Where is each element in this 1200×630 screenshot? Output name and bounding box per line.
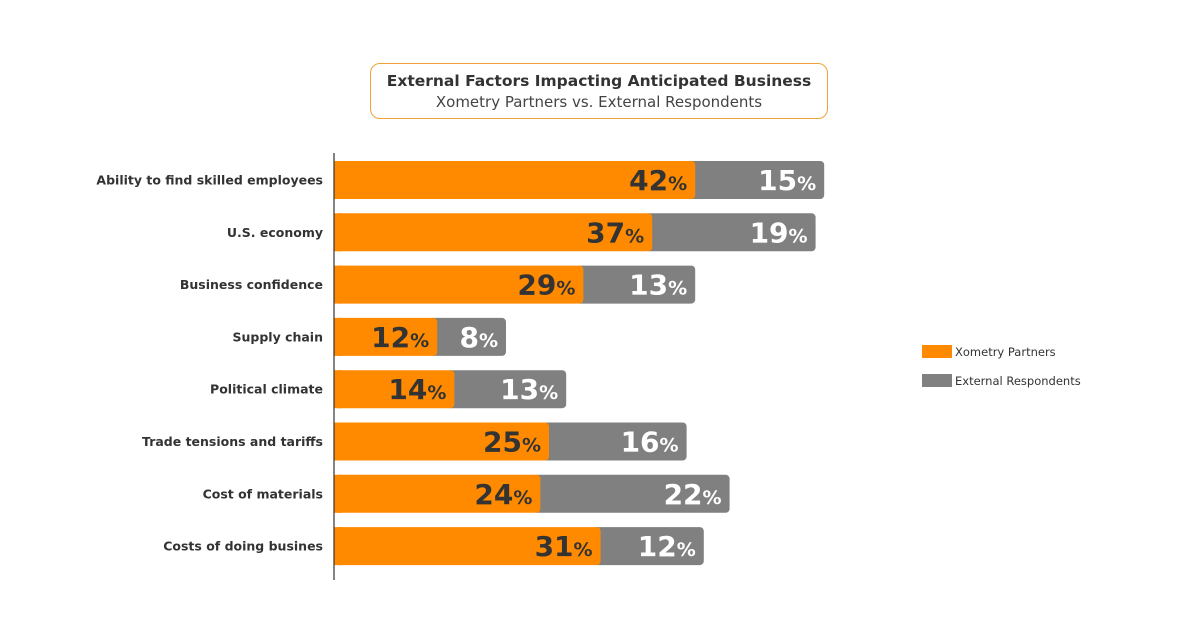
value-label-external-respondents-suffix: % bbox=[479, 330, 498, 352]
bar-xometry-partners bbox=[334, 474, 541, 513]
bar-external-respondents bbox=[532, 474, 730, 513]
bar-xometry-partners-base bbox=[334, 422, 342, 461]
value-label-external-respondents-number: 12 bbox=[638, 530, 677, 563]
bar-xometry-partners bbox=[334, 317, 438, 356]
value-label-external-respondents-suffix: % bbox=[797, 173, 816, 195]
bar-xometry-partners-base bbox=[334, 213, 342, 252]
value-label-xometry-partners-number: 25 bbox=[483, 426, 522, 459]
value-label-xometry-partners-suffix: % bbox=[556, 278, 575, 300]
value-label-xometry-partners: 25% bbox=[483, 426, 541, 459]
category-label: U.S. economy bbox=[227, 225, 323, 240]
value-label-external-respondents: 13% bbox=[629, 269, 687, 302]
bar-xometry-partners-base bbox=[334, 474, 342, 513]
category-label: Ability to find skilled employees bbox=[96, 173, 323, 188]
value-label-xometry-partners-number: 42 bbox=[629, 164, 668, 197]
bar-xometry-partners bbox=[334, 265, 584, 304]
value-label-xometry-partners: 37% bbox=[586, 216, 644, 249]
category-label: Supply chain bbox=[232, 329, 323, 344]
value-label-external-respondents-number: 22 bbox=[664, 478, 703, 511]
value-label-xometry-partners-suffix: % bbox=[625, 225, 644, 247]
value-label-external-respondents-suffix: % bbox=[668, 278, 687, 300]
bar-xometry-partners bbox=[334, 527, 601, 566]
value-label-xometry-partners-suffix: % bbox=[513, 487, 532, 509]
value-label-xometry-partners-suffix: % bbox=[668, 173, 687, 195]
chart-subtitle: Xometry Partners vs. External Respondent… bbox=[435, 93, 763, 111]
category-label: Cost of materials bbox=[203, 486, 323, 501]
value-label-external-respondents-number: 16 bbox=[621, 426, 660, 459]
category-label: Political climate bbox=[210, 382, 323, 397]
value-label-xometry-partners-number: 24 bbox=[474, 478, 513, 511]
value-label-external-respondents-suffix: % bbox=[539, 382, 558, 404]
value-label-external-respondents: 15% bbox=[758, 164, 816, 197]
value-label-xometry-partners: 14% bbox=[388, 373, 446, 406]
bar-external-respondents bbox=[446, 370, 567, 409]
value-label-external-respondents-number: 13 bbox=[500, 373, 539, 406]
value-label-external-respondents-number: 8 bbox=[459, 321, 478, 354]
value-label-external-respondents: 19% bbox=[750, 216, 808, 249]
bar-xometry-partners-base bbox=[334, 265, 342, 304]
bar-xometry-partners bbox=[334, 370, 455, 409]
value-label-xometry-partners-number: 29 bbox=[517, 269, 556, 302]
value-label-external-respondents-number: 19 bbox=[750, 216, 789, 249]
value-label-xometry-partners-suffix: % bbox=[574, 539, 593, 561]
bar-external-respondents bbox=[644, 213, 816, 252]
bar-xometry-partners bbox=[334, 161, 696, 199]
bar-xometry-partners-base bbox=[334, 317, 342, 356]
bar-external-respondents bbox=[687, 161, 825, 199]
legend-label: Xometry Partners bbox=[955, 345, 1056, 359]
value-label-xometry-partners-suffix: % bbox=[410, 330, 429, 352]
value-label-external-respondents: 12% bbox=[638, 530, 696, 563]
value-label-xometry-partners-suffix: % bbox=[522, 435, 541, 457]
category-label: Costs of doing busines bbox=[163, 539, 323, 554]
value-label-external-respondents: 22% bbox=[664, 478, 722, 511]
value-label-xometry-partners: 12% bbox=[371, 321, 429, 354]
value-label-xometry-partners-suffix: % bbox=[427, 382, 446, 404]
bar-xometry-partners-base bbox=[334, 161, 342, 199]
value-label-external-respondents-suffix: % bbox=[789, 225, 808, 247]
value-label-external-respondents: 16% bbox=[621, 426, 679, 459]
value-label-xometry-partners: 42% bbox=[629, 164, 687, 197]
bar-xometry-partners-base bbox=[334, 527, 342, 566]
bar-external-respondents bbox=[592, 527, 704, 566]
value-label-xometry-partners: 24% bbox=[474, 478, 532, 511]
legend-swatch bbox=[922, 345, 952, 358]
value-label-external-respondents-number: 15 bbox=[758, 164, 797, 197]
value-label-xometry-partners-number: 37 bbox=[586, 216, 625, 249]
bar-external-respondents bbox=[429, 317, 506, 356]
value-label-xometry-partners-number: 12 bbox=[371, 321, 410, 354]
value-label-xometry-partners: 31% bbox=[535, 530, 593, 563]
bar-xometry-partners bbox=[334, 213, 653, 252]
value-label-external-respondents-suffix: % bbox=[677, 539, 696, 561]
value-label-external-respondents-number: 13 bbox=[629, 269, 668, 302]
value-label-external-respondents-suffix: % bbox=[703, 487, 722, 509]
bar-xometry-partners-base bbox=[334, 370, 342, 409]
value-label-xometry-partners-number: 14 bbox=[388, 373, 427, 406]
legend-swatch bbox=[922, 374, 952, 387]
chart-title-box: External Factors Impacting Anticipated B… bbox=[370, 63, 828, 119]
bar-external-respondents bbox=[575, 265, 696, 304]
value-label-external-respondents: 13% bbox=[500, 373, 558, 406]
bar-external-respondents bbox=[541, 422, 687, 461]
value-label-xometry-partners-number: 31 bbox=[535, 530, 574, 563]
legend-label: External Respondents bbox=[955, 374, 1081, 388]
chart-title: External Factors Impacting Anticipated B… bbox=[386, 72, 812, 90]
category-label: Business confidence bbox=[180, 277, 323, 292]
value-label-xometry-partners: 29% bbox=[517, 269, 575, 302]
value-label-external-respondents-suffix: % bbox=[660, 435, 679, 457]
value-label-external-respondents: 8% bbox=[459, 321, 498, 354]
category-label: Trade tensions and tariffs bbox=[142, 434, 323, 449]
bar-xometry-partners bbox=[334, 422, 549, 461]
